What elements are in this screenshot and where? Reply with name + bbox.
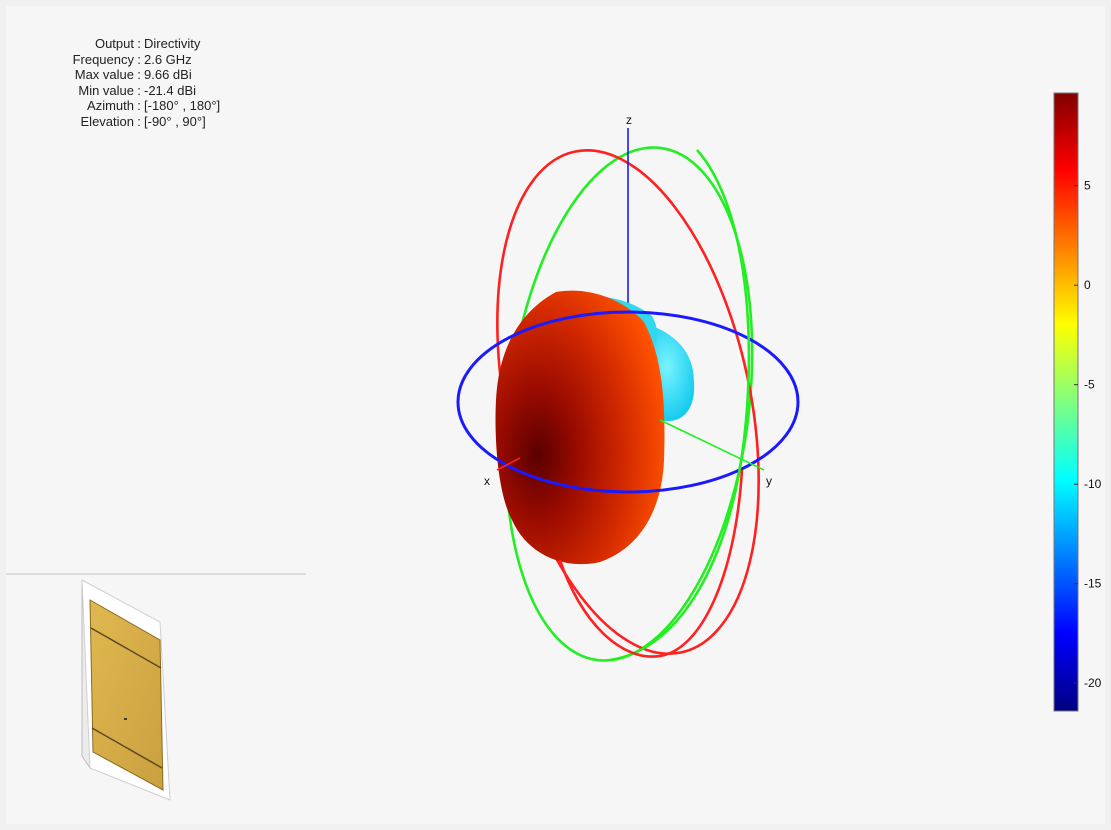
azimuth-ring (456, 310, 800, 494)
colorbar-tick-label: -15 (1084, 577, 1102, 591)
pattern-info-panel: Output: Directivity Frequency:2.6 GHz Max v… (16, 36, 221, 130)
info-value: -21.4 dBi (144, 82, 197, 98)
info-value: 2.6 GHz (144, 51, 192, 67)
colorbar-tick-label: -5 (1084, 378, 1095, 392)
info-value: [-90° , 90°] (144, 113, 206, 129)
feed-point (124, 718, 127, 720)
x-axis-label: x (484, 474, 490, 488)
info-label: Frequency (72, 51, 134, 67)
info-label: Output (94, 36, 134, 51)
patch-edge-bottom (91, 727, 163, 769)
elevation-ring-yz-front (609, 149, 751, 662)
info-separator: : (137, 51, 141, 67)
info-row: Elevation: [-90° , 90°] (16, 114, 220, 130)
info-value: [-180° , 180°] (144, 98, 221, 114)
info-separator: : (137, 36, 141, 51)
info-row: Max value:9.66 dBi (16, 67, 220, 83)
main-lobe (495, 290, 665, 565)
info-label: Min value (78, 82, 134, 98)
info-separator: : (137, 98, 141, 114)
info-row: Azimuth: [-180° , 180°] (16, 98, 220, 114)
patch-edge-top (90, 627, 162, 669)
info-separator: : (137, 82, 141, 98)
info-row: Min value: -21.4 dBi (16, 83, 220, 99)
info-label: Azimuth (87, 98, 134, 114)
y-axis-line (659, 419, 765, 471)
info-row: Frequency:2.6 GHz (16, 52, 220, 68)
info-value: Directivity (144, 36, 201, 51)
colorbar-tick-label: 0 (1084, 278, 1091, 292)
x-axis-line (496, 457, 521, 471)
info-row: Output: Directivity (16, 36, 220, 52)
colorbar-tick-label: -10 (1084, 477, 1102, 491)
colorbar-tick-label: -20 (1084, 676, 1102, 690)
elevation-ring-xz-front (558, 469, 744, 658)
inset-divider (6, 573, 306, 575)
info-separator: : (137, 67, 141, 83)
colorbar-gradient (1053, 92, 1079, 712)
colorbar-tick-label: 5 (1084, 179, 1091, 193)
antenna-inset[interactable] (81, 579, 171, 801)
info-separator: : (137, 113, 141, 129)
patch-element (89, 599, 164, 791)
y-axis-label: y (766, 474, 772, 488)
info-label: Elevation (80, 113, 134, 129)
info-value: 9.66 dBi (144, 67, 192, 83)
info-label: Max value (74, 67, 134, 83)
z-axis-label: z (626, 113, 632, 127)
